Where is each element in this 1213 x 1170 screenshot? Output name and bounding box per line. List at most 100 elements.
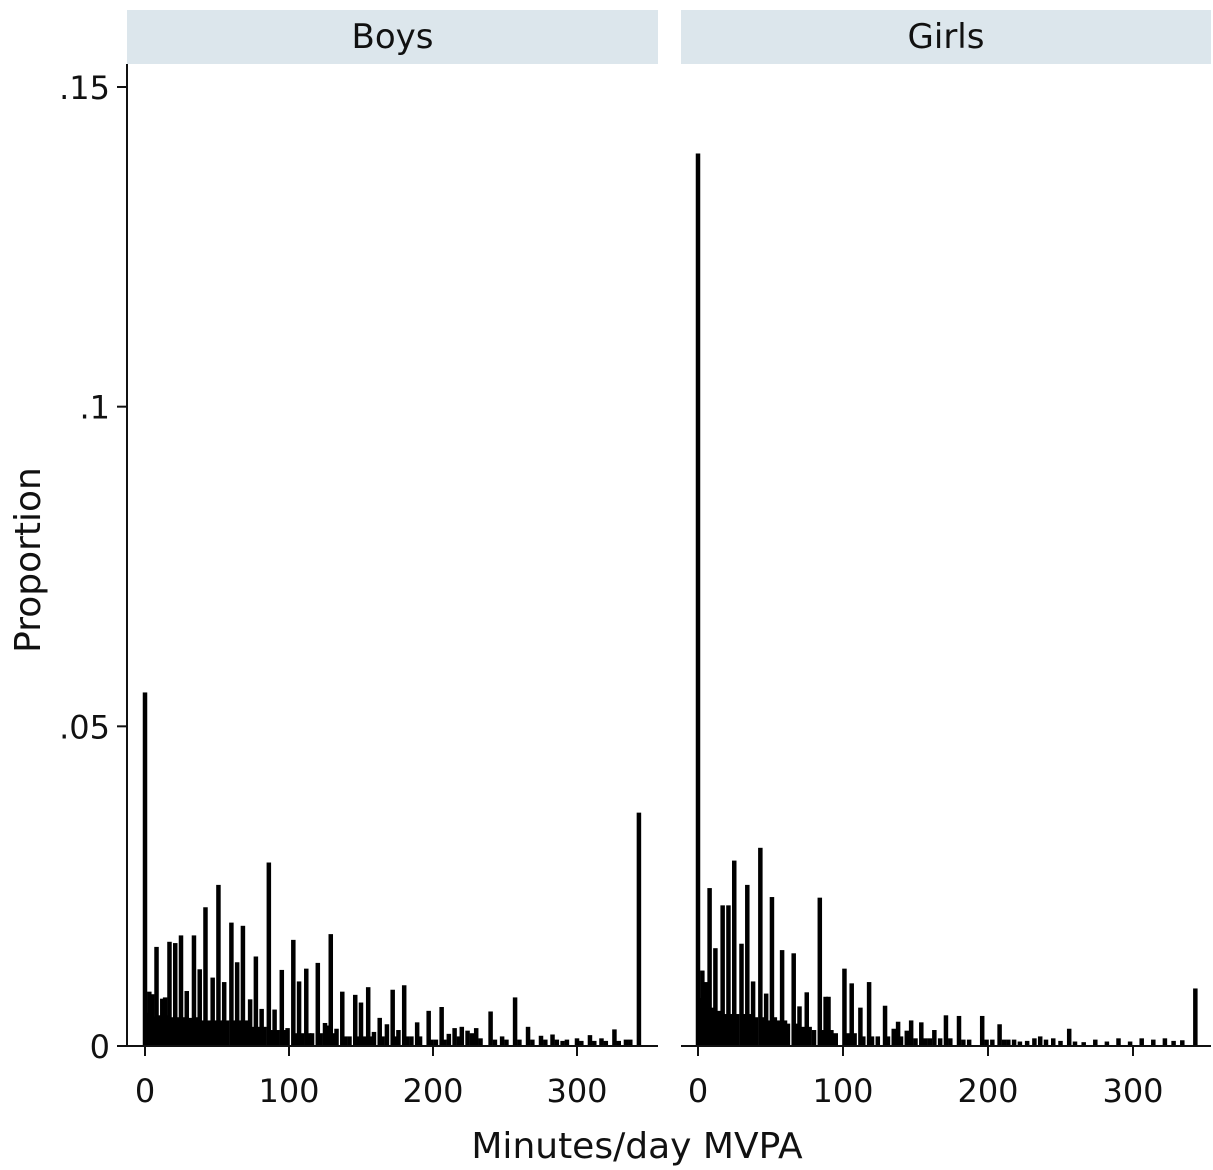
histogram-bar <box>368 1036 374 1046</box>
histogram-bar <box>530 1039 535 1046</box>
panel-title-girls: Girls <box>908 17 985 57</box>
histogram-bar <box>791 953 796 1046</box>
histogram-bar <box>1058 1040 1063 1046</box>
histogram-bar <box>1162 1038 1168 1046</box>
histogram-bar <box>259 1008 264 1046</box>
histogram-bar <box>713 948 718 1046</box>
histogram-bar <box>612 1029 617 1046</box>
y-tick-label: .05 <box>59 708 110 746</box>
histogram-bar <box>188 1017 194 1046</box>
panel-header-boys <box>127 10 658 64</box>
histogram-bar <box>956 1015 962 1046</box>
histogram-bar <box>1072 1041 1078 1046</box>
histogram-bar <box>371 1031 377 1046</box>
histogram-bar <box>219 1020 224 1046</box>
histogram-bar <box>852 1033 857 1046</box>
histogram-bar <box>823 996 828 1046</box>
histogram-bar <box>331 1033 336 1046</box>
histogram-bar <box>990 1039 995 1046</box>
histogram-bar <box>304 968 309 1046</box>
histogram-bar <box>758 847 763 1046</box>
histogram-bar <box>961 1039 966 1046</box>
histogram-bar <box>1001 1039 1007 1046</box>
histogram-bar <box>282 1030 287 1046</box>
y-tick-label: .1 <box>79 389 110 427</box>
histogram-bar <box>365 987 371 1046</box>
histogram-bar <box>478 1038 483 1046</box>
histogram-bar <box>262 1026 267 1046</box>
histogram-bar <box>512 997 518 1046</box>
histogram-bar <box>984 1039 989 1046</box>
histogram-bar <box>334 1028 339 1046</box>
histogram-bar <box>229 922 234 1046</box>
histogram-bar <box>1081 1042 1086 1046</box>
x-tick-label: 200 <box>402 1072 463 1110</box>
histogram-bar <box>213 1020 218 1046</box>
histogram-bar <box>574 1038 580 1046</box>
histogram-bar <box>221 982 227 1046</box>
histogram-bar <box>707 888 712 1046</box>
histogram-bar <box>439 1007 444 1046</box>
histogram-bar <box>269 1030 274 1046</box>
histogram-bar <box>747 1014 753 1046</box>
histogram-bar <box>891 1028 896 1046</box>
histogram-bar <box>763 993 769 1046</box>
bars-layer <box>142 153 1198 1047</box>
histogram-bar <box>811 1030 817 1046</box>
histogram-bar <box>266 862 272 1046</box>
histogram-bar <box>734 1014 740 1046</box>
histogram-bar <box>442 1039 447 1046</box>
histogram-bar <box>1017 1041 1023 1046</box>
histogram-bar <box>206 1020 211 1046</box>
histogram-bar <box>167 941 172 1046</box>
histogram-bar <box>184 991 190 1046</box>
histogram-bar <box>275 1030 280 1046</box>
histogram-bar <box>404 1036 410 1046</box>
histogram-bar <box>869 1036 875 1046</box>
histogram-bar <box>318 1033 323 1046</box>
histogram-bar <box>833 1033 838 1046</box>
histogram-bar <box>340 991 345 1046</box>
histogram-bar <box>785 1023 791 1046</box>
histogram-bar <box>237 1020 243 1046</box>
histogram-bar <box>492 1039 498 1046</box>
histogram-bar <box>325 1025 331 1046</box>
histogram-bar <box>240 925 246 1046</box>
histogram-bar <box>842 968 847 1046</box>
histogram-bar <box>729 1014 734 1046</box>
histogram-bar <box>723 1014 728 1046</box>
histogram-bar <box>898 1036 904 1046</box>
histogram-bar <box>426 1010 431 1046</box>
histogram-bar <box>296 981 302 1046</box>
histogram-bar <box>194 1017 200 1046</box>
histogram-bar <box>488 1011 493 1046</box>
histogram-bar <box>919 1022 924 1046</box>
histogram-bar <box>358 1002 364 1046</box>
histogram-bar <box>761 1017 766 1046</box>
histogram-bar <box>499 1036 505 1046</box>
histogram-bar <box>191 935 197 1046</box>
histogram-bar <box>401 985 407 1046</box>
histogram-bar <box>932 1030 937 1046</box>
histogram-bar <box>636 812 642 1046</box>
histogram-bar <box>829 1030 834 1046</box>
histogram-bar <box>820 1030 825 1046</box>
histogram-bar <box>1151 1039 1156 1046</box>
histogram-bar <box>1051 1038 1056 1046</box>
histogram-bar <box>250 1026 256 1046</box>
histogram-bar <box>587 1035 593 1046</box>
histogram-bar <box>908 1020 914 1046</box>
histogram-bar <box>1024 1040 1030 1046</box>
histogram-bar <box>203 907 208 1046</box>
histogram-bar <box>469 1033 475 1046</box>
histogram-bar <box>456 1036 462 1046</box>
histogram-bar <box>216 884 221 1046</box>
histogram-bar <box>224 1020 230 1046</box>
histogram-bar <box>616 1040 622 1046</box>
histogram-bar <box>384 1024 390 1046</box>
histogram-bar <box>720 905 725 1046</box>
histogram-bar <box>769 897 775 1046</box>
histogram-bar <box>172 943 178 1046</box>
histogram-bar <box>895 1021 901 1046</box>
